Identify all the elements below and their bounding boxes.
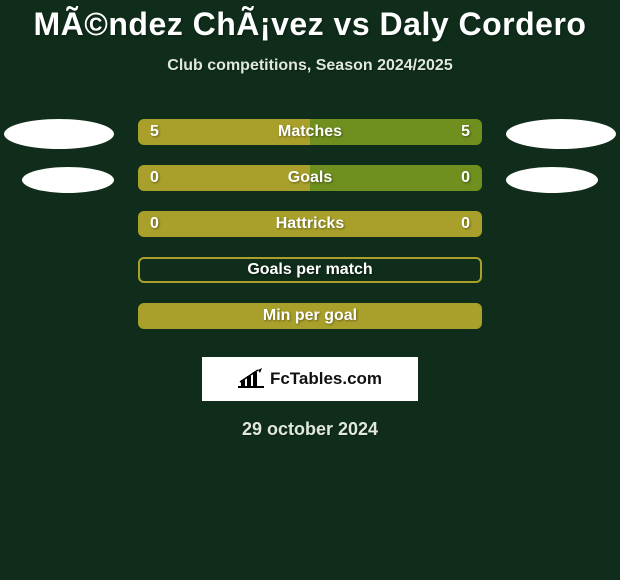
date-text: 29 october 2024 xyxy=(0,419,620,440)
stat-bar-goals-per-match: Goals per match xyxy=(138,257,482,283)
stat-value-right: 0 xyxy=(461,215,470,233)
stat-label: Matches xyxy=(138,123,482,141)
stat-value-left: 5 xyxy=(150,123,159,141)
stat-label: Goals per match xyxy=(140,261,480,279)
right-ellipse xyxy=(506,119,616,149)
bars-ascending-icon xyxy=(238,368,264,390)
stat-bar-min-per-goal: Min per goal xyxy=(138,303,482,329)
bars-container: Matches55Goals00Hattricks00Goals per mat… xyxy=(0,119,620,349)
logo-box: FcTables.com xyxy=(202,357,418,401)
stat-label: Hattricks xyxy=(138,215,482,233)
comparison-infographic: MÃ©ndez ChÃ¡vez vs Daly Cordero Club com… xyxy=(0,0,620,580)
stat-row-goals: Goals0 0 xyxy=(0,165,620,211)
right-ellipse xyxy=(506,167,598,193)
stat-value-left: 0 xyxy=(150,215,159,233)
stat-row-matches: Matches5 5 xyxy=(0,119,620,165)
stat-label: Goals xyxy=(138,169,482,187)
stat-row-min-per-goal: Min per goal xyxy=(0,303,620,349)
stat-value-right: 0 xyxy=(461,169,470,187)
stat-row-hattricks: Hattricks0 0 xyxy=(0,211,620,257)
page-title: MÃ©ndez ChÃ¡vez vs Daly Cordero xyxy=(0,0,620,43)
logo-text: FcTables.com xyxy=(270,369,382,389)
stat-bar-matches: Matches5 5 xyxy=(138,119,482,145)
left-ellipse xyxy=(4,119,114,149)
stat-row-goals-per-match: Goals per match xyxy=(0,257,620,303)
stat-bar-hattricks: Hattricks0 0 xyxy=(138,211,482,237)
page-subtitle: Club competitions, Season 2024/2025 xyxy=(0,57,620,75)
stat-value-right: 5 xyxy=(461,123,470,141)
left-ellipse xyxy=(22,167,114,193)
stat-label: Min per goal xyxy=(138,307,482,325)
stat-bar-goals: Goals0 0 xyxy=(138,165,482,191)
stat-value-left: 0 xyxy=(150,169,159,187)
